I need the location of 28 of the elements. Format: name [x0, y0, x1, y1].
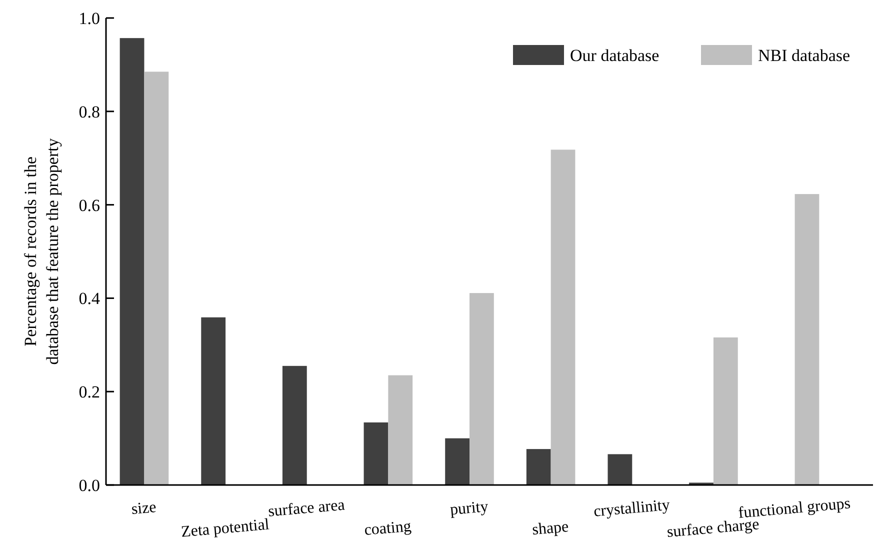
y-axis-title: Percentage of records in the database that feature the property	[21, 138, 62, 365]
bar	[470, 293, 494, 485]
bar	[713, 337, 738, 485]
x-tick-label: functional groups	[738, 495, 852, 522]
bar	[550, 150, 576, 485]
y-tick-label: 0.6	[78, 196, 100, 215]
y-tick-label: 0.2	[78, 382, 100, 402]
bar	[526, 449, 551, 485]
y-tick-label: 0.4	[78, 289, 100, 308]
x-tick-label: size	[130, 498, 157, 518]
bar	[364, 422, 388, 485]
x-tick-label: crystallinity	[592, 496, 671, 520]
legend-label: NBI database	[758, 46, 850, 65]
bar	[120, 38, 144, 485]
x-tick-label: coating	[364, 518, 412, 540]
bar	[201, 317, 226, 485]
bar	[144, 72, 169, 485]
legend-label: Our database	[570, 46, 660, 65]
y-tick-label: 1.0	[78, 8, 100, 28]
bar	[794, 194, 820, 485]
bar	[608, 454, 632, 485]
y-tick-label: 0.0	[78, 476, 100, 495]
y-tick-label: 0.8	[78, 102, 100, 122]
x-tick-label: shape	[532, 518, 570, 539]
bar	[388, 375, 413, 485]
bar	[445, 438, 470, 485]
x-tick-label: purity	[449, 498, 489, 519]
bar	[282, 366, 307, 485]
